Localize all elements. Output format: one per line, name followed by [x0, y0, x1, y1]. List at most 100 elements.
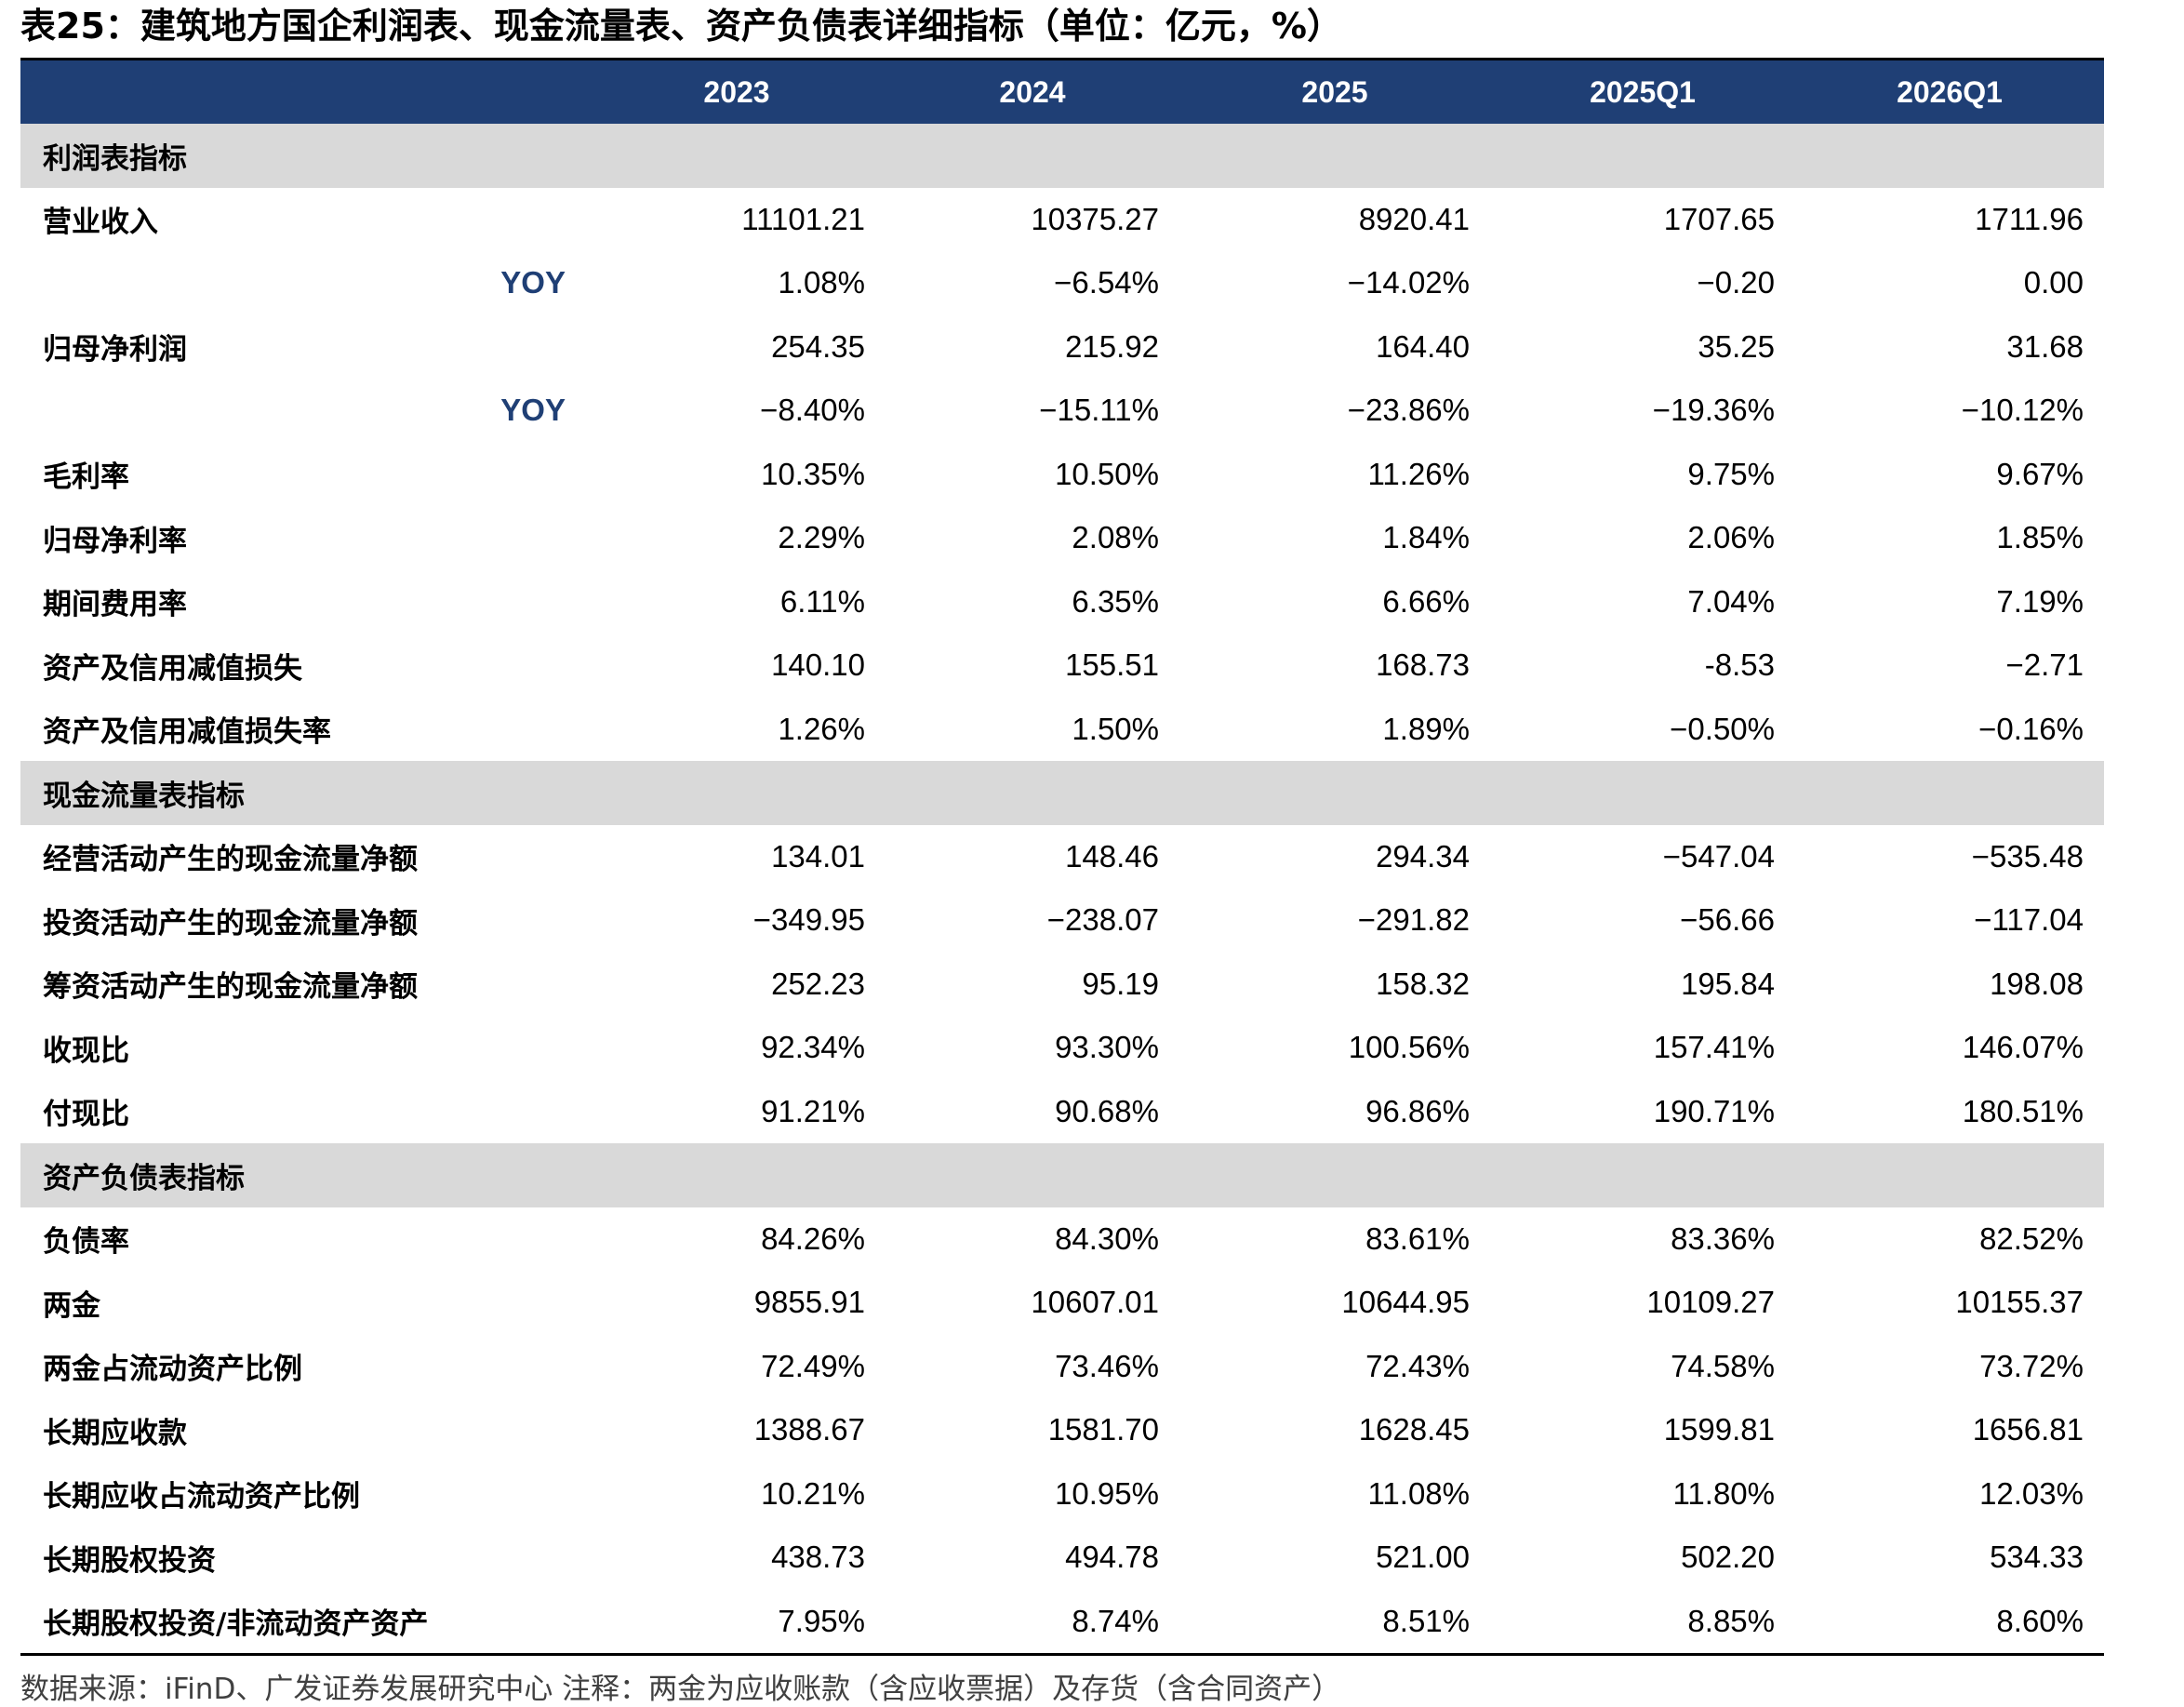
value-cell: 82.52%: [1979, 1220, 2084, 1256]
table-row: 经营活动产生的现金流量净额 134.01 148.46 294.34 −547.04 −5…: [20, 825, 2104, 889]
value-cell: −14.02%: [1347, 265, 1470, 300]
row-label: 资产及信用减值损失: [43, 651, 302, 686]
row-label: 归母净利率: [43, 524, 187, 558]
section-row: 资产负债表指标: [20, 1143, 2104, 1207]
value-cell: −0.50%: [1670, 711, 1775, 746]
table-row: 归母净利润 254.35 215.92 164.40 35.25 31.68: [20, 315, 2104, 380]
value-cell: −6.54%: [1054, 265, 1159, 300]
row-label: 投资活动产生的现金流量净额: [43, 906, 418, 940]
value-cell: -8.53: [1704, 647, 1775, 683]
value-cell: 93.30%: [1055, 1030, 1159, 1065]
value-cell: 8.74%: [1072, 1603, 1159, 1638]
table-row: 付现比 91.21% 90.68% 96.86% 190.71% 180.51%: [20, 1080, 2104, 1144]
value-cell: −547.04: [1662, 838, 1775, 874]
value-cell: 155.51: [1065, 647, 1159, 683]
value-cell: 1581.70: [1047, 1412, 1159, 1447]
value-cell: 198.08: [1990, 966, 2084, 1001]
value-cell: −291.82: [1357, 902, 1470, 938]
column-header: 2024: [999, 74, 1066, 109]
table-row: 收现比 92.34% 93.30% 100.56% 157.41% 146.07%: [20, 1016, 2104, 1080]
value-cell: 1388.67: [753, 1412, 865, 1447]
row-label: 营业收入: [43, 206, 158, 240]
row-label: 长期应收款: [43, 1416, 187, 1450]
value-cell: 10.35%: [761, 456, 865, 491]
table-row: 营业收入 11101.21 10375.27 8920.41 1707.65 1711.9…: [20, 188, 2104, 252]
value-cell: 31.68: [2006, 328, 2084, 364]
value-cell: 74.58%: [1671, 1348, 1775, 1383]
financial-indicators-table: 2023 2024 2025 2025Q1 2026Q1 利润表指标 营业收入 11…: [20, 60, 2104, 1653]
value-cell: 9.67%: [1996, 456, 2084, 491]
value-cell: 84.30%: [1055, 1220, 1159, 1256]
value-cell: 72.49%: [761, 1348, 865, 1383]
table-row: 筹资活动产生的现金流量净额 252.23 95.19 158.32 195.84 198.…: [20, 953, 2104, 1017]
section-title: 现金流量表指标: [43, 779, 245, 813]
value-cell: 195.84: [1681, 966, 1775, 1001]
value-cell: 157.41%: [1653, 1030, 1775, 1065]
value-cell: 73.46%: [1055, 1348, 1159, 1383]
value-cell: 11101.21: [741, 201, 865, 236]
value-cell: 1.89%: [1382, 711, 1470, 746]
yoy-label: YOY: [500, 393, 566, 428]
row-label: 资产及信用减值损失率: [43, 715, 331, 750]
value-cell: 1.08%: [778, 265, 865, 300]
row-label: 经营活动产生的现金流量净额: [43, 843, 418, 877]
value-cell: 9.75%: [1687, 456, 1775, 491]
value-cell: 1.26%: [778, 711, 865, 746]
value-cell: −0.20: [1697, 265, 1776, 300]
value-cell: 6.11%: [779, 583, 865, 619]
value-cell: 164.40: [1376, 328, 1470, 364]
value-cell: 10109.27: [1646, 1285, 1775, 1320]
value-cell: −2.71: [2005, 647, 2084, 683]
value-cell: 90.68%: [1055, 1093, 1159, 1128]
value-cell: 10.50%: [1055, 456, 1159, 491]
value-cell: −8.40%: [760, 393, 865, 428]
table-body: 利润表指标 营业收入 11101.21 10375.27 8920.41 1707.65 1…: [20, 124, 2104, 1653]
value-cell: 1.50%: [1072, 711, 1159, 746]
value-cell: −23.86%: [1347, 393, 1470, 428]
value-cell: 84.26%: [761, 1220, 865, 1256]
value-cell: 72.43%: [1365, 1348, 1470, 1383]
yoy-label: YOY: [500, 265, 566, 300]
value-cell: 6.35%: [1072, 583, 1159, 619]
value-cell: 134.01: [771, 838, 865, 874]
row-label: 长期应收占流动资产比例: [43, 1480, 360, 1514]
column-header: 2026Q1: [1897, 74, 2003, 109]
value-cell: −19.36%: [1652, 393, 1775, 428]
value-cell: 8.51%: [1382, 1603, 1470, 1638]
value-cell: 10644.95: [1341, 1285, 1470, 1320]
table-row: 长期应收占流动资产比例 10.21% 10.95% 11.08% 11.80% 12.03…: [20, 1462, 2104, 1527]
section-row: 利润表指标: [20, 124, 2104, 188]
value-cell: 146.07%: [1962, 1030, 2084, 1065]
value-cell: 83.36%: [1671, 1220, 1775, 1256]
value-cell: 2.08%: [1072, 520, 1159, 555]
table-row: YOY −8.40% −15.11% −23.86% −19.36% −10.12%: [20, 379, 2104, 443]
value-cell: 502.20: [1681, 1540, 1775, 1575]
row-label: 两金: [43, 1288, 100, 1323]
value-cell: 1628.45: [1358, 1412, 1470, 1447]
value-cell: 92.34%: [761, 1030, 865, 1065]
table-row: 长期股权投资 438.73 494.78 521.00 502.20 534.33: [20, 1526, 2104, 1590]
table-row: 毛利率 10.35% 10.50% 11.26% 9.75% 9.67%: [20, 443, 2104, 507]
value-cell: 7.19%: [1996, 583, 2084, 619]
value-cell: −349.95: [752, 902, 865, 938]
value-cell: 2.06%: [1687, 520, 1775, 555]
value-cell: 83.61%: [1365, 1220, 1470, 1256]
value-cell: 8.85%: [1687, 1603, 1775, 1638]
row-label: 毛利率: [43, 460, 129, 495]
bottom-rule: [20, 1653, 2104, 1656]
value-cell: 91.21%: [761, 1093, 865, 1128]
value-cell: 10375.27: [1031, 201, 1159, 236]
table-row: 资产及信用减值损失 140.10 155.51 168.73 -8.53 −2.71: [20, 633, 2104, 698]
value-cell: 11.26%: [1367, 456, 1470, 491]
value-cell: −15.11%: [1039, 393, 1159, 428]
value-cell: 1.84%: [1382, 520, 1470, 555]
financial-table-container: 2023 2024 2025 2025Q1 2026Q1 利润表指标 营业收入 11…: [20, 58, 2104, 1656]
value-cell: 35.25: [1698, 328, 1775, 364]
table-row: 期间费用率 6.11% 6.35% 6.66% 7.04% 7.19%: [20, 570, 2104, 634]
value-cell: 12.03%: [1979, 1475, 2084, 1511]
header-label-cell: [20, 60, 588, 124]
table-row: YOY 1.08% −6.54% −14.02% −0.20 0.00: [20, 251, 2104, 315]
row-label: 付现比: [43, 1098, 129, 1132]
value-cell: 190.71%: [1653, 1093, 1775, 1128]
column-header: 2025: [1301, 74, 1368, 109]
